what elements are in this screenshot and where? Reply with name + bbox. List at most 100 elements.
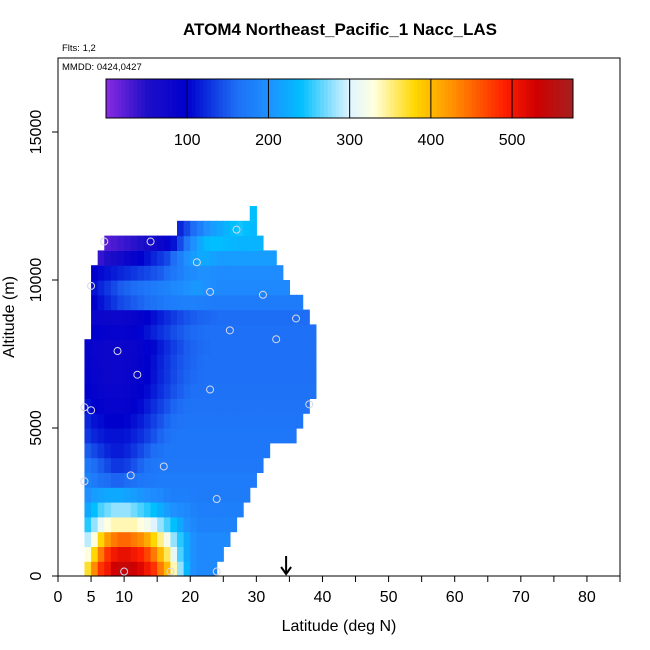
heatmap-cell	[157, 502, 165, 518]
colorbar-swatch	[405, 79, 411, 118]
heatmap-cell	[97, 398, 105, 414]
heatmap-cell	[110, 516, 119, 533]
heatmap-cell	[130, 309, 138, 325]
heatmap-cell	[276, 324, 284, 340]
heatmap-cell	[262, 383, 271, 399]
heatmap-cell	[137, 383, 145, 399]
heatmap-cell	[170, 354, 178, 370]
colorbar-swatch	[265, 79, 270, 118]
heatmap-cell	[216, 531, 224, 547]
heatmap-cell	[150, 472, 158, 488]
heatmap-cell	[183, 383, 191, 399]
heatmap-cell	[117, 354, 125, 370]
heatmap-cell	[249, 472, 257, 488]
colorbar-swatch	[541, 79, 547, 118]
heatmap-cell	[150, 531, 158, 547]
heatmap-cell	[163, 339, 171, 355]
heatmap-cell	[223, 472, 231, 488]
heatmap-cell	[289, 428, 297, 444]
heatmap-cell	[269, 324, 277, 340]
x-tick-label: 50	[380, 589, 398, 606]
colorbar-swatch	[156, 79, 161, 118]
heatmap-cell	[256, 235, 264, 251]
heatmap-cell	[269, 428, 277, 444]
heatmap-cell	[143, 250, 152, 266]
heatmap-cell	[190, 502, 198, 518]
heatmap-cell	[216, 487, 224, 503]
heatmap-cell	[137, 294, 145, 311]
heatmap-cell	[302, 324, 310, 340]
heatmap-cell	[229, 354, 238, 370]
heatmap-cell	[117, 487, 125, 503]
heatmap-cell	[196, 280, 205, 296]
heatmap-cell	[249, 354, 257, 370]
heatmap-cell	[84, 413, 92, 429]
heatmap-cell	[157, 354, 165, 370]
heatmap-cell	[262, 428, 271, 444]
heatmap-cell	[124, 265, 132, 281]
heatmap-cell	[183, 250, 191, 266]
heatmap-cell	[236, 354, 244, 370]
heatmap-cell	[223, 354, 231, 370]
colorbar-swatch	[292, 79, 298, 118]
heatmap-cell	[190, 280, 198, 296]
heatmap-cell	[249, 368, 257, 385]
heatmap-cell	[117, 413, 125, 429]
heatmap-cell	[190, 354, 198, 370]
colorbar-swatch	[312, 79, 317, 118]
heatmap-cell	[229, 324, 238, 340]
heatmap-cell	[302, 309, 310, 325]
heatmap-cell	[150, 487, 158, 503]
heatmap-cell	[177, 531, 185, 547]
colorbar-swatch	[514, 79, 520, 118]
colorbar-swatch	[456, 79, 461, 118]
heatmap-cell	[104, 265, 112, 281]
heatmap-cell	[216, 235, 224, 251]
colorbar-tick-label: 400	[418, 132, 445, 149]
heatmap-cell	[150, 280, 158, 296]
colorbar-swatch	[522, 79, 527, 118]
heatmap-cell	[190, 561, 198, 577]
heatmap-cell	[143, 368, 152, 385]
heatmap-cell	[216, 324, 224, 340]
heatmap-cell	[196, 546, 205, 562]
heatmap-cell	[190, 546, 198, 562]
heatmap-cell	[249, 428, 257, 444]
colorbar-swatch	[386, 79, 391, 118]
heatmap-cell	[124, 457, 132, 473]
heatmap-cell	[170, 487, 178, 503]
heatmap-cell	[203, 516, 211, 533]
heatmap-cell	[170, 516, 178, 533]
heatmap-cell	[157, 428, 165, 444]
y-tick-label: 5000	[28, 410, 45, 446]
heatmap-cell	[183, 324, 191, 340]
colorbar-swatch	[343, 79, 348, 118]
heatmap-cell	[91, 413, 99, 429]
heatmap-cell	[243, 383, 251, 399]
colorbar-swatch	[183, 79, 189, 118]
heatmap-cell	[104, 354, 112, 370]
heatmap-cell	[196, 324, 205, 340]
heatmap-cell	[110, 428, 119, 444]
heatmap-cell	[223, 398, 231, 414]
heatmap-cell	[210, 502, 218, 518]
heatmap-cell	[196, 487, 205, 503]
heatmap-cell	[137, 561, 145, 577]
x-tick-label: 5	[87, 589, 96, 606]
colorbar-swatch	[246, 79, 251, 118]
heatmap-cell	[130, 457, 138, 473]
heatmap-cell	[84, 368, 92, 385]
heatmap-cell	[203, 339, 211, 355]
heatmap-cell	[124, 309, 132, 325]
colorbar-swatch	[203, 79, 208, 118]
heatmap-cell	[249, 265, 257, 281]
heatmap-cell	[91, 294, 99, 311]
colorbar-swatch	[421, 79, 426, 118]
heatmap-cell	[256, 354, 264, 370]
heatmap-cell	[177, 442, 185, 459]
heatmap-cell	[216, 294, 224, 311]
sample-points	[80, 225, 314, 576]
heatmap-cell	[256, 457, 264, 473]
heatmap-cell	[150, 368, 158, 385]
heatmap-cell	[309, 383, 317, 399]
